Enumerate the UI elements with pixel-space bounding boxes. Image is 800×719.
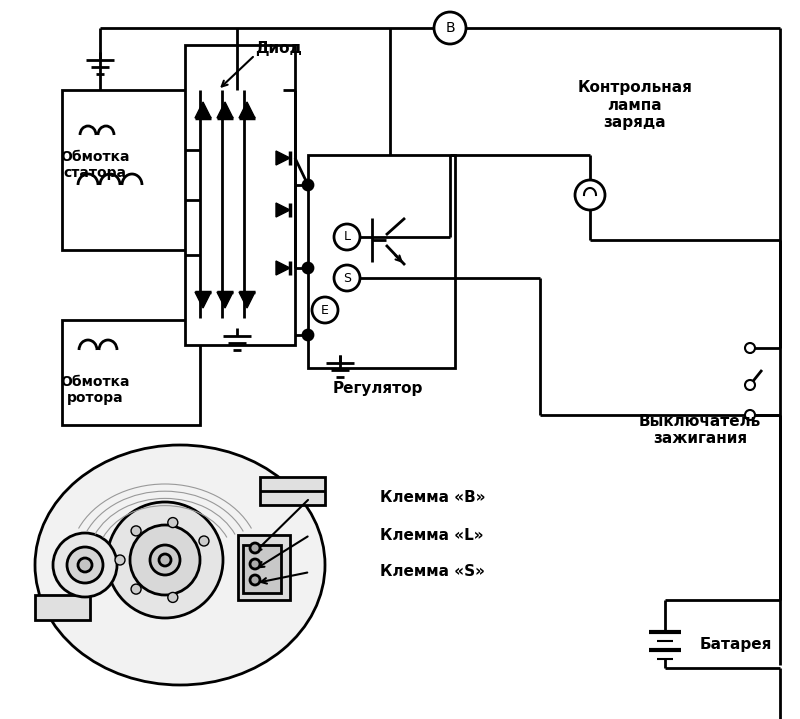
- Polygon shape: [217, 102, 233, 118]
- Circle shape: [303, 263, 313, 273]
- Text: Выключатель
зажигания: Выключатель зажигания: [639, 414, 761, 446]
- Circle shape: [168, 518, 178, 528]
- Polygon shape: [276, 151, 290, 165]
- Text: Контрольная
лампа
заряда: Контрольная лампа заряда: [578, 80, 693, 130]
- Circle shape: [159, 554, 171, 566]
- Polygon shape: [239, 102, 255, 118]
- Bar: [260, 477, 325, 505]
- Circle shape: [150, 545, 180, 575]
- Text: Клемма «S»: Клемма «S»: [380, 564, 485, 580]
- Circle shape: [78, 558, 92, 572]
- Circle shape: [107, 502, 223, 618]
- Circle shape: [334, 224, 360, 250]
- Text: Клемма «B»: Клемма «B»: [380, 490, 486, 505]
- Circle shape: [250, 575, 260, 585]
- Circle shape: [168, 592, 178, 603]
- Circle shape: [131, 526, 141, 536]
- Polygon shape: [195, 102, 211, 118]
- Circle shape: [115, 555, 125, 565]
- Text: Клемма «L»: Клемма «L»: [380, 528, 483, 543]
- Circle shape: [745, 380, 755, 390]
- Text: Батарея: Батарея: [700, 638, 772, 653]
- Polygon shape: [276, 203, 290, 217]
- Circle shape: [745, 343, 755, 353]
- Text: Обмотка
статора: Обмотка статора: [60, 150, 130, 180]
- Text: L: L: [343, 231, 350, 244]
- Circle shape: [334, 265, 360, 291]
- Text: Обмотка
ротора: Обмотка ротора: [60, 375, 130, 405]
- Circle shape: [250, 543, 260, 553]
- Circle shape: [303, 180, 313, 190]
- Ellipse shape: [35, 445, 325, 685]
- Circle shape: [745, 410, 755, 420]
- Circle shape: [303, 330, 313, 340]
- Bar: [62, 320, 200, 425]
- Circle shape: [130, 525, 200, 595]
- Bar: [35, 595, 90, 620]
- Bar: [238, 535, 290, 600]
- Circle shape: [131, 584, 141, 594]
- Circle shape: [67, 547, 103, 583]
- Polygon shape: [217, 292, 233, 308]
- Text: В: В: [445, 21, 455, 35]
- Circle shape: [250, 559, 260, 569]
- Polygon shape: [276, 261, 290, 275]
- Circle shape: [199, 536, 209, 546]
- Bar: [62, 90, 200, 250]
- Text: Регулятор: Регулятор: [333, 380, 423, 395]
- Bar: [185, 45, 295, 345]
- Circle shape: [575, 180, 605, 210]
- Polygon shape: [239, 292, 255, 308]
- Circle shape: [434, 12, 466, 44]
- Circle shape: [312, 297, 338, 323]
- Text: E: E: [321, 303, 329, 316]
- Bar: [243, 545, 281, 593]
- Text: S: S: [343, 272, 351, 285]
- Circle shape: [53, 533, 117, 597]
- Polygon shape: [195, 292, 211, 308]
- Bar: [308, 155, 455, 368]
- Text: Диод: Диод: [255, 40, 302, 55]
